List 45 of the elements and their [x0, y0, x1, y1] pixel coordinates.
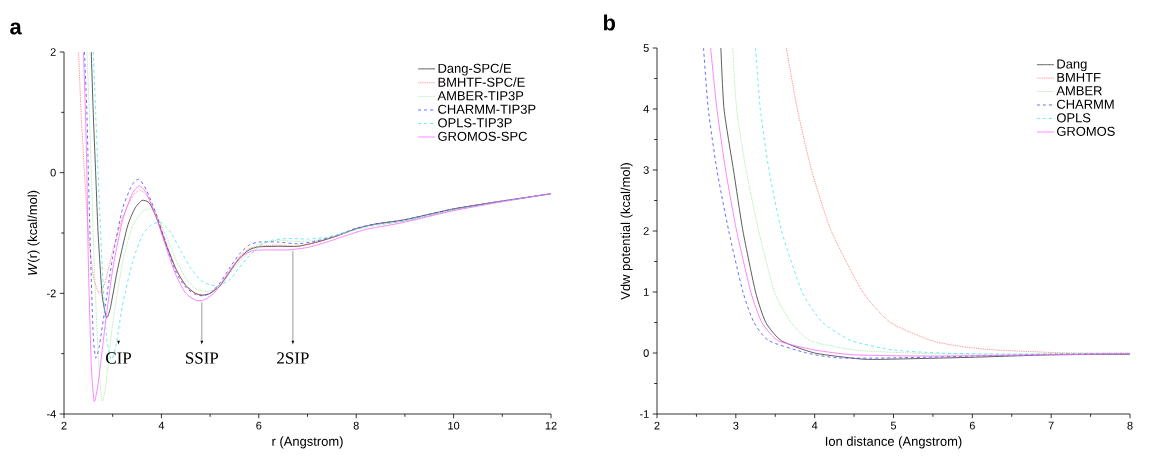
y-tick-label: 2 — [643, 227, 649, 235]
legend-label: Dang-SPC/E — [438, 63, 512, 76]
legend-label: BMHTF-SPC/E — [438, 77, 525, 87]
legend-label: Dang — [1057, 59, 1087, 72]
y-axis-title: W(r) (kcal/mol) — [27, 190, 40, 275]
x-tick-label: 12 — [545, 421, 557, 430]
x-axis-title: r (Angstrom) — [272, 436, 343, 449]
annotation: 2SIP — [277, 352, 309, 364]
x-tick-label: 3 — [733, 421, 739, 430]
x-tick-label: 10 — [448, 421, 460, 430]
y-tick-label: -2 — [46, 289, 56, 298]
y-tick-label: 3 — [643, 166, 649, 174]
legend-label: GROMOS-SPC — [438, 131, 527, 141]
x-tick-label: 6 — [969, 421, 975, 430]
y-tick-label: 1 — [643, 288, 649, 296]
y-tick-label: 5 — [643, 44, 649, 52]
y-tick-label: 4 — [643, 105, 649, 113]
annotation: CIP — [106, 352, 132, 364]
x-tick-label: 2 — [61, 421, 67, 430]
legend-label: AMBER-TIP3P — [437, 91, 524, 101]
x-tick-label: 8 — [353, 421, 359, 430]
x-tick-label: 4 — [158, 421, 165, 430]
x-tick-label: 4 — [811, 421, 818, 430]
x-tick-label: 2 — [654, 421, 660, 430]
annotation: SSIP — [186, 352, 219, 364]
y-tick-label: -1 — [639, 410, 649, 418]
y-tick-label: 0 — [643, 349, 649, 357]
y-tick-label: 2 — [50, 48, 56, 56]
x-tick-label: 8 — [1127, 421, 1133, 430]
chart-title: a — [10, 22, 22, 35]
x-tick-label: 6 — [256, 421, 262, 430]
legend-label: CHARMM — [1057, 99, 1114, 109]
x-tick-label: 7 — [1048, 421, 1054, 430]
y-tick-label: 0 — [50, 168, 56, 177]
legend-label: OPLS-TIP3P — [438, 118, 512, 128]
legend-label: GROMOS — [1057, 126, 1115, 136]
x-tick-label: 5 — [890, 421, 897, 430]
x-axis-title: Ion distance (Angstrom) — [825, 436, 962, 449]
legend-label: OPLS — [1056, 113, 1091, 123]
legend-label: CHARMM-TIP3P — [438, 104, 536, 114]
chart-title: b — [603, 14, 616, 31]
y-tick-label: -4 — [46, 410, 56, 418]
legend-label: BMHTF — [1057, 72, 1101, 82]
y-axis-title: Vdw potential (kcal/mol) — [620, 163, 633, 300]
legend-label: AMBER — [1056, 86, 1102, 96]
